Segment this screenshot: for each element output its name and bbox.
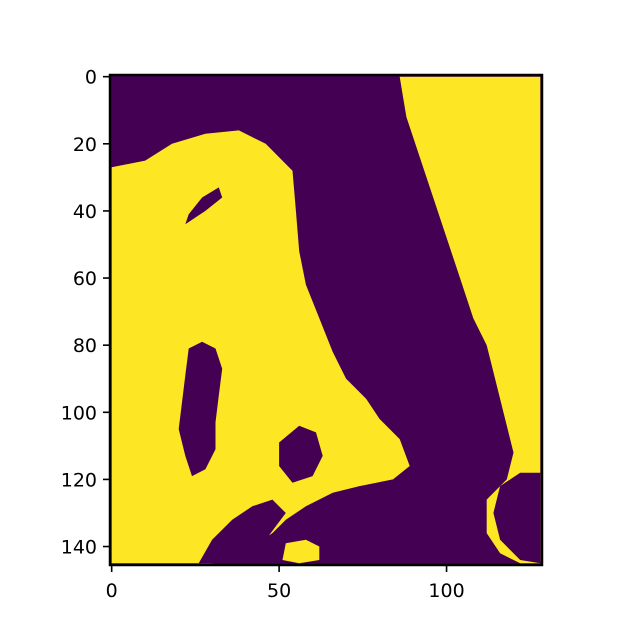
y-tick-label: 20: [73, 134, 97, 156]
x-tick-label: 50: [267, 580, 291, 602]
y-tick-label: 100: [61, 402, 97, 424]
region-right-bay: [493, 472, 541, 564]
axes-frame: [108, 73, 544, 567]
heatmap-cells: [111, 76, 541, 564]
y-tick-label: 60: [73, 268, 97, 290]
region-coastal-water-south: [198, 499, 286, 564]
y-tick-label: 0: [85, 67, 97, 89]
region-inland-lake-center: [178, 341, 223, 477]
y-tick-label: 140: [61, 537, 97, 559]
y-tick-label: 80: [73, 335, 97, 357]
region-right-landmass: [399, 76, 541, 564]
y-tick-label: 40: [73, 201, 97, 223]
region-island-south: [282, 539, 320, 564]
x-tick-label: 0: [106, 580, 118, 602]
region-inland-lake-south: [279, 425, 323, 483]
x-tick-label: 100: [428, 580, 464, 602]
region-inland-lake-west: [185, 187, 223, 225]
y-tick-label: 120: [61, 469, 97, 491]
y-axis: 0 20 40 60 80 100 120 140: [61, 67, 110, 559]
x-axis: 0 50 100: [106, 565, 465, 602]
plot-area: [110, 75, 542, 565]
